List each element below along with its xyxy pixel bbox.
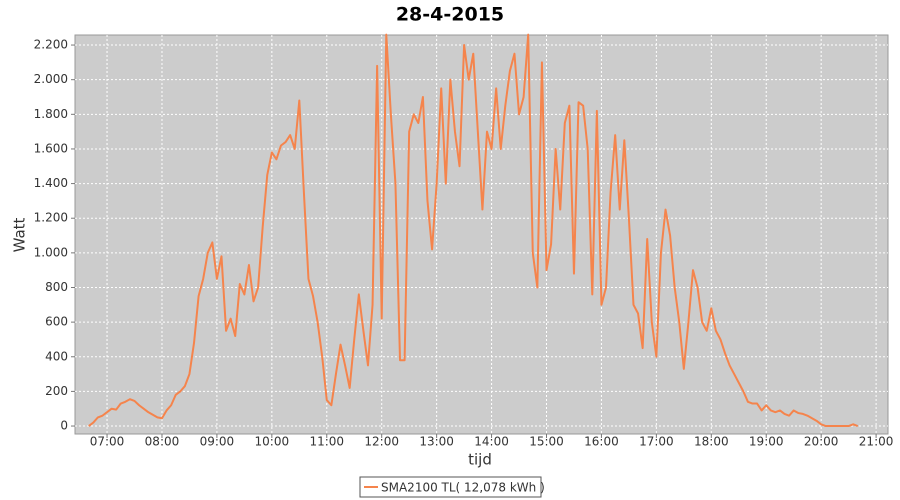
y-tick-label: 2.000	[34, 72, 68, 86]
x-tick-label: 07:00	[90, 435, 125, 449]
y-tick-label: 2.200	[34, 38, 68, 52]
x-tick-label: 21:00	[859, 435, 894, 449]
x-tick-label: 15:00	[529, 435, 564, 449]
x-tick-label: 14:00	[474, 435, 509, 449]
x-tick-label: 20:00	[804, 435, 839, 449]
chart-title: 28-4-2015	[396, 4, 504, 26]
y-tick-label: 400	[45, 349, 68, 363]
legend	[359, 476, 542, 498]
y-tick-label: 1.000	[34, 245, 68, 259]
y-tick-label: 800	[45, 280, 68, 294]
y-tick-label: 1.600	[34, 141, 68, 155]
x-tick-label: 18:00	[694, 435, 729, 449]
x-tick-label: 19:00	[749, 435, 784, 449]
data-line	[88, 33, 859, 428]
x-tick-label: 09:00	[200, 435, 235, 449]
y-tick-label: 600	[45, 315, 68, 329]
x-axis-label: tijd	[468, 451, 492, 469]
x-tick-label: 17:00	[639, 435, 674, 449]
x-tick-label: 11:00	[309, 435, 344, 449]
y-tick-label: 1.200	[34, 211, 68, 225]
legend-label: SMA2100 TL( 12,078 kWh )	[381, 481, 545, 495]
y-tick-label: 1.400	[34, 176, 68, 190]
x-tick-label: 10:00	[255, 435, 290, 449]
x-tick-label: 08:00	[145, 435, 180, 449]
y-tick-label: 0	[60, 419, 68, 433]
plot-area	[74, 34, 889, 435]
y-axis-label: Watt	[11, 217, 29, 252]
y-tick-label: 200	[45, 384, 68, 398]
x-tick-label: 16:00	[584, 435, 619, 449]
y-tick-label: 1.800	[34, 107, 68, 121]
x-tick-label: 12:00	[364, 435, 399, 449]
x-tick-label: 13:00	[419, 435, 454, 449]
